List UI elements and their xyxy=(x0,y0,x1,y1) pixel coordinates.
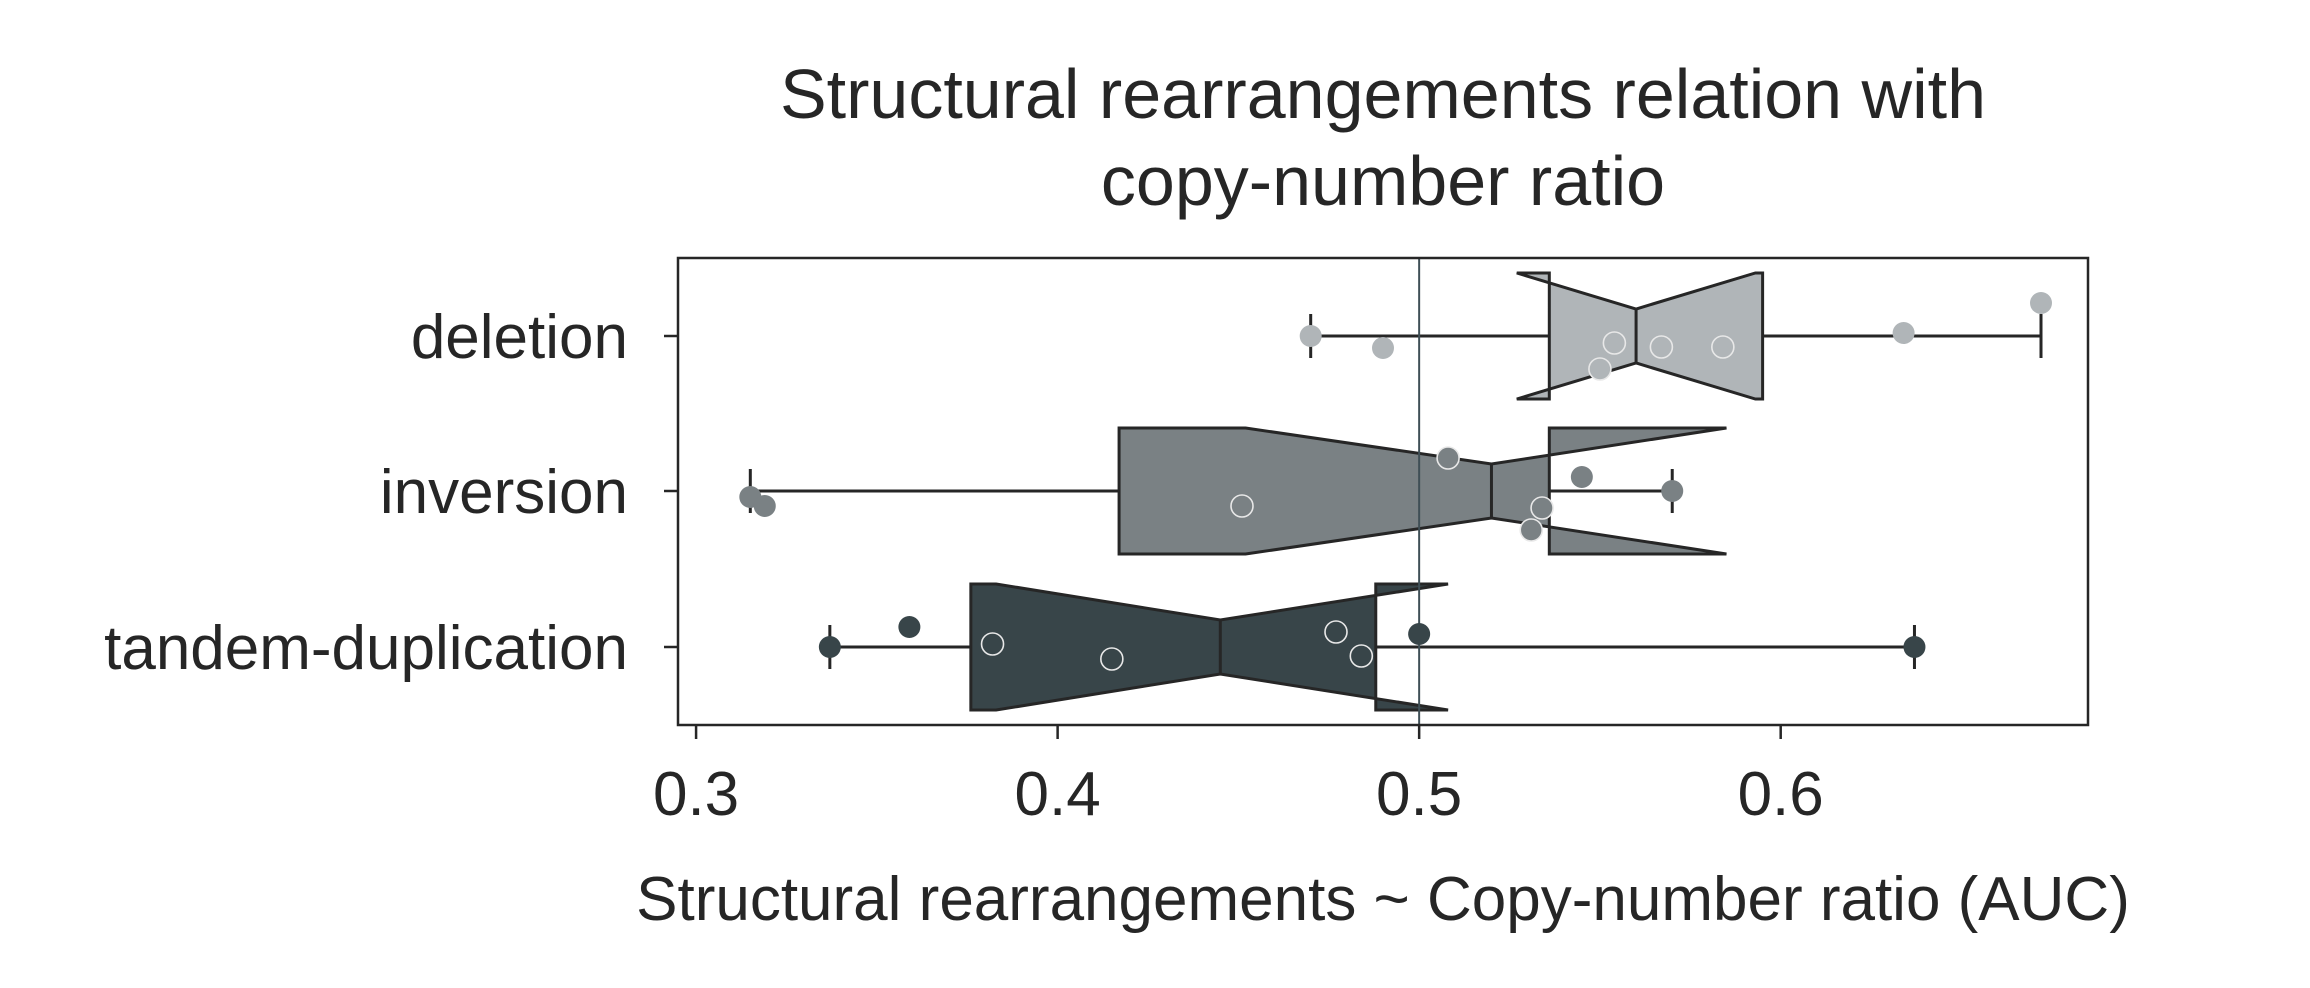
y-tick-label-inversion: inversion xyxy=(380,458,628,527)
x-tick-label: 0.5 xyxy=(1376,760,1462,829)
x-axis-label: Structural rearrangements ~ Copy-number … xyxy=(636,865,2130,934)
data-point xyxy=(1349,644,1374,668)
x-tick-label: 0.6 xyxy=(1738,760,1824,829)
data-point xyxy=(980,632,1005,656)
data-point xyxy=(818,636,841,658)
data-point xyxy=(1530,496,1554,520)
data-point xyxy=(2030,292,2052,314)
data-point xyxy=(1570,466,1593,488)
data-point xyxy=(1903,636,1926,658)
plot-area xyxy=(739,258,2052,725)
y-tick-label-deletion: deletion xyxy=(411,303,628,372)
data-point xyxy=(1661,480,1684,502)
data-point xyxy=(1372,337,1394,359)
notched-box xyxy=(1516,271,1765,401)
notched-box xyxy=(1117,426,1727,556)
box-group-deletion xyxy=(1309,271,2043,401)
data-point xyxy=(1602,331,1627,355)
box-group-tandem-duplication xyxy=(828,582,1916,712)
data-point xyxy=(1892,322,1915,344)
chart-title-line-2: copy-number ratio xyxy=(1101,142,1665,220)
data-point xyxy=(1299,325,1322,347)
x-tick-label: 0.4 xyxy=(1015,760,1101,829)
data-point xyxy=(1100,647,1124,671)
data-point xyxy=(753,495,776,517)
data-point xyxy=(1588,357,1612,381)
x-tick-label: 0.3 xyxy=(653,760,739,829)
data-point xyxy=(1324,620,1348,644)
x-axis: 0.3 0.4 0.5 0.6 xyxy=(653,725,1824,829)
data-point xyxy=(1519,518,1544,542)
data-point xyxy=(1408,623,1431,645)
data-point xyxy=(1711,335,1735,359)
data-point xyxy=(1230,494,1254,518)
data-point xyxy=(898,616,921,638)
data-point xyxy=(1649,335,1674,359)
y-axis: deletion inversion tandem-duplication xyxy=(104,303,678,683)
chart-title-line-1: Structural rearrangements relation with xyxy=(780,55,1986,133)
y-tick-label-tandem-duplication: tandem-duplication xyxy=(104,614,628,683)
data-point xyxy=(1436,446,1460,470)
box-group-inversion xyxy=(748,426,1727,556)
notched-box xyxy=(969,582,1449,712)
